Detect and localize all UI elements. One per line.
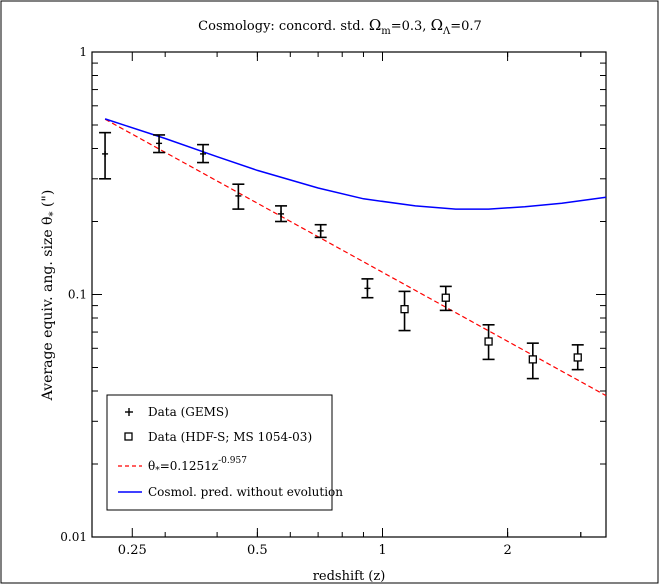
y-tick-label: 1	[79, 45, 87, 59]
square-marker	[528, 355, 537, 364]
axis-ticks: 0.25 0.5 1 2 0.01 0.1 1	[60, 45, 606, 558]
legend-label-hdfs: Data (HDF-S; MS 1054-03)	[148, 430, 312, 444]
square-marker	[484, 337, 493, 346]
data-point-gems	[361, 278, 374, 299]
data-point-hdfs	[398, 290, 411, 332]
legend-item-cosmo: Cosmol. pred. without evolution	[118, 485, 343, 499]
data-point-gems	[232, 183, 245, 210]
data-point-hdfs	[526, 342, 539, 380]
x-tick-label: 0.5	[247, 543, 268, 558]
legend-item-fit: θ*=0.1251z-0.957	[118, 456, 247, 476]
data-point-gems	[153, 134, 166, 154]
legend-label-cosmo: Cosmol. pred. without evolution	[148, 485, 343, 499]
x-axis-label: redshift (z)	[313, 569, 386, 584]
data-point-gems	[99, 131, 112, 180]
x-tick-label: 2	[503, 543, 511, 558]
chart-title: Cosmology: concord. std. Ωm=0.3, ΩΛ=0.7	[198, 16, 482, 37]
square-marker	[441, 293, 450, 302]
data-point-hdfs	[482, 323, 495, 361]
data-point-hdfs	[439, 285, 452, 312]
legend: Data (GEMS) Data (HDF-S; MS 1054-03) θ*=…	[106, 394, 343, 511]
legend-label-fit: θ*=0.1251z-0.957	[148, 456, 247, 476]
series-line-cosmo	[104, 118, 607, 210]
y-tick-label: 0.01	[60, 530, 87, 544]
data-point-gems	[275, 205, 288, 223]
y-axis-label: Average equiv. ang. size θ* (")	[40, 190, 59, 402]
data-point-hdfs	[571, 344, 584, 371]
legend-item-gems: Data (GEMS)	[125, 405, 229, 419]
data-point-gems	[197, 143, 210, 164]
x-tick-label: 1	[378, 543, 386, 558]
square-marker	[573, 353, 582, 362]
data-points	[99, 131, 584, 380]
series-lines	[104, 118, 607, 397]
data-point-gems	[314, 223, 327, 239]
legend-box	[106, 394, 333, 511]
legend-item-hdfs: Data (HDF-S; MS 1054-03)	[124, 430, 312, 444]
square-marker	[400, 305, 409, 314]
y-tick-label: 0.1	[68, 288, 87, 302]
series-line-fit	[104, 118, 607, 397]
legend-label-gems: Data (GEMS)	[148, 405, 229, 419]
x-tick-label: 0.25	[118, 543, 147, 558]
